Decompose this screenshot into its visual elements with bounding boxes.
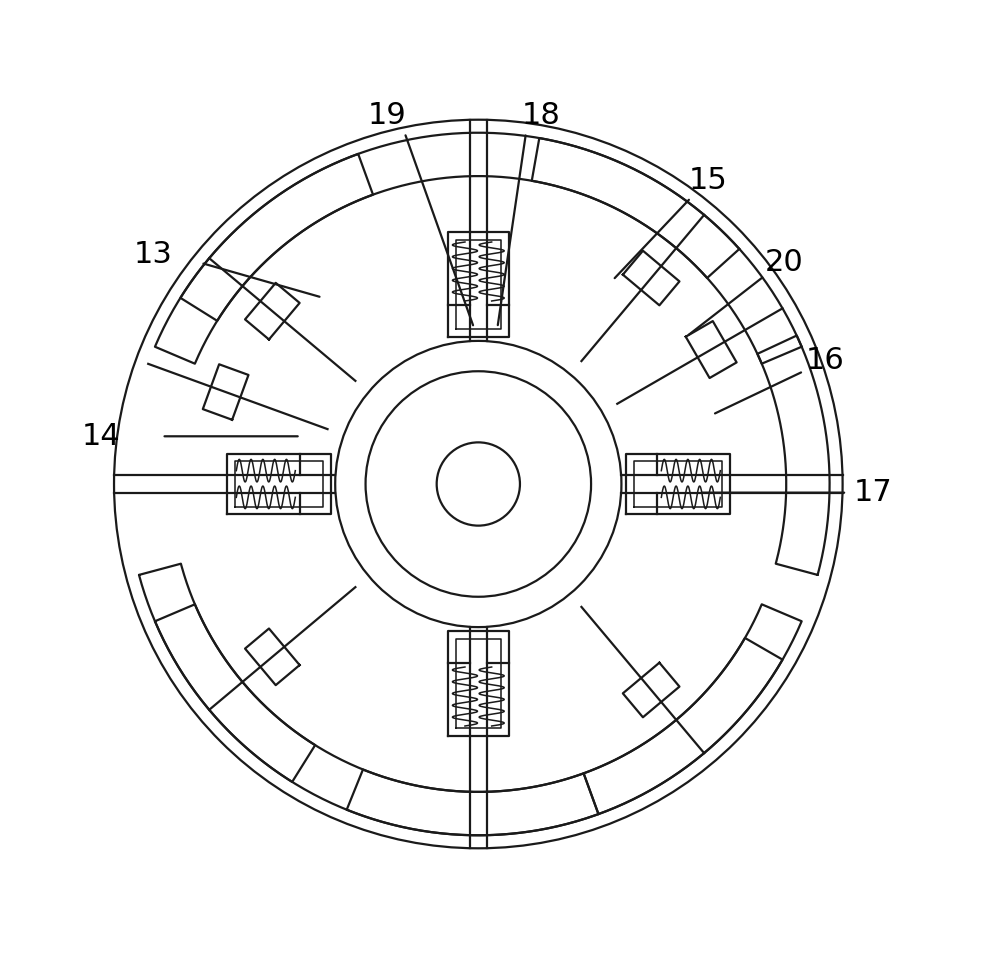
- Text: 19: 19: [368, 101, 407, 130]
- Text: 14: 14: [82, 422, 120, 451]
- Text: 17: 17: [854, 478, 892, 507]
- Text: 16: 16: [806, 347, 845, 376]
- Text: 18: 18: [521, 101, 560, 130]
- Text: 15: 15: [689, 166, 728, 195]
- Text: 20: 20: [764, 249, 803, 277]
- Text: 13: 13: [134, 240, 172, 269]
